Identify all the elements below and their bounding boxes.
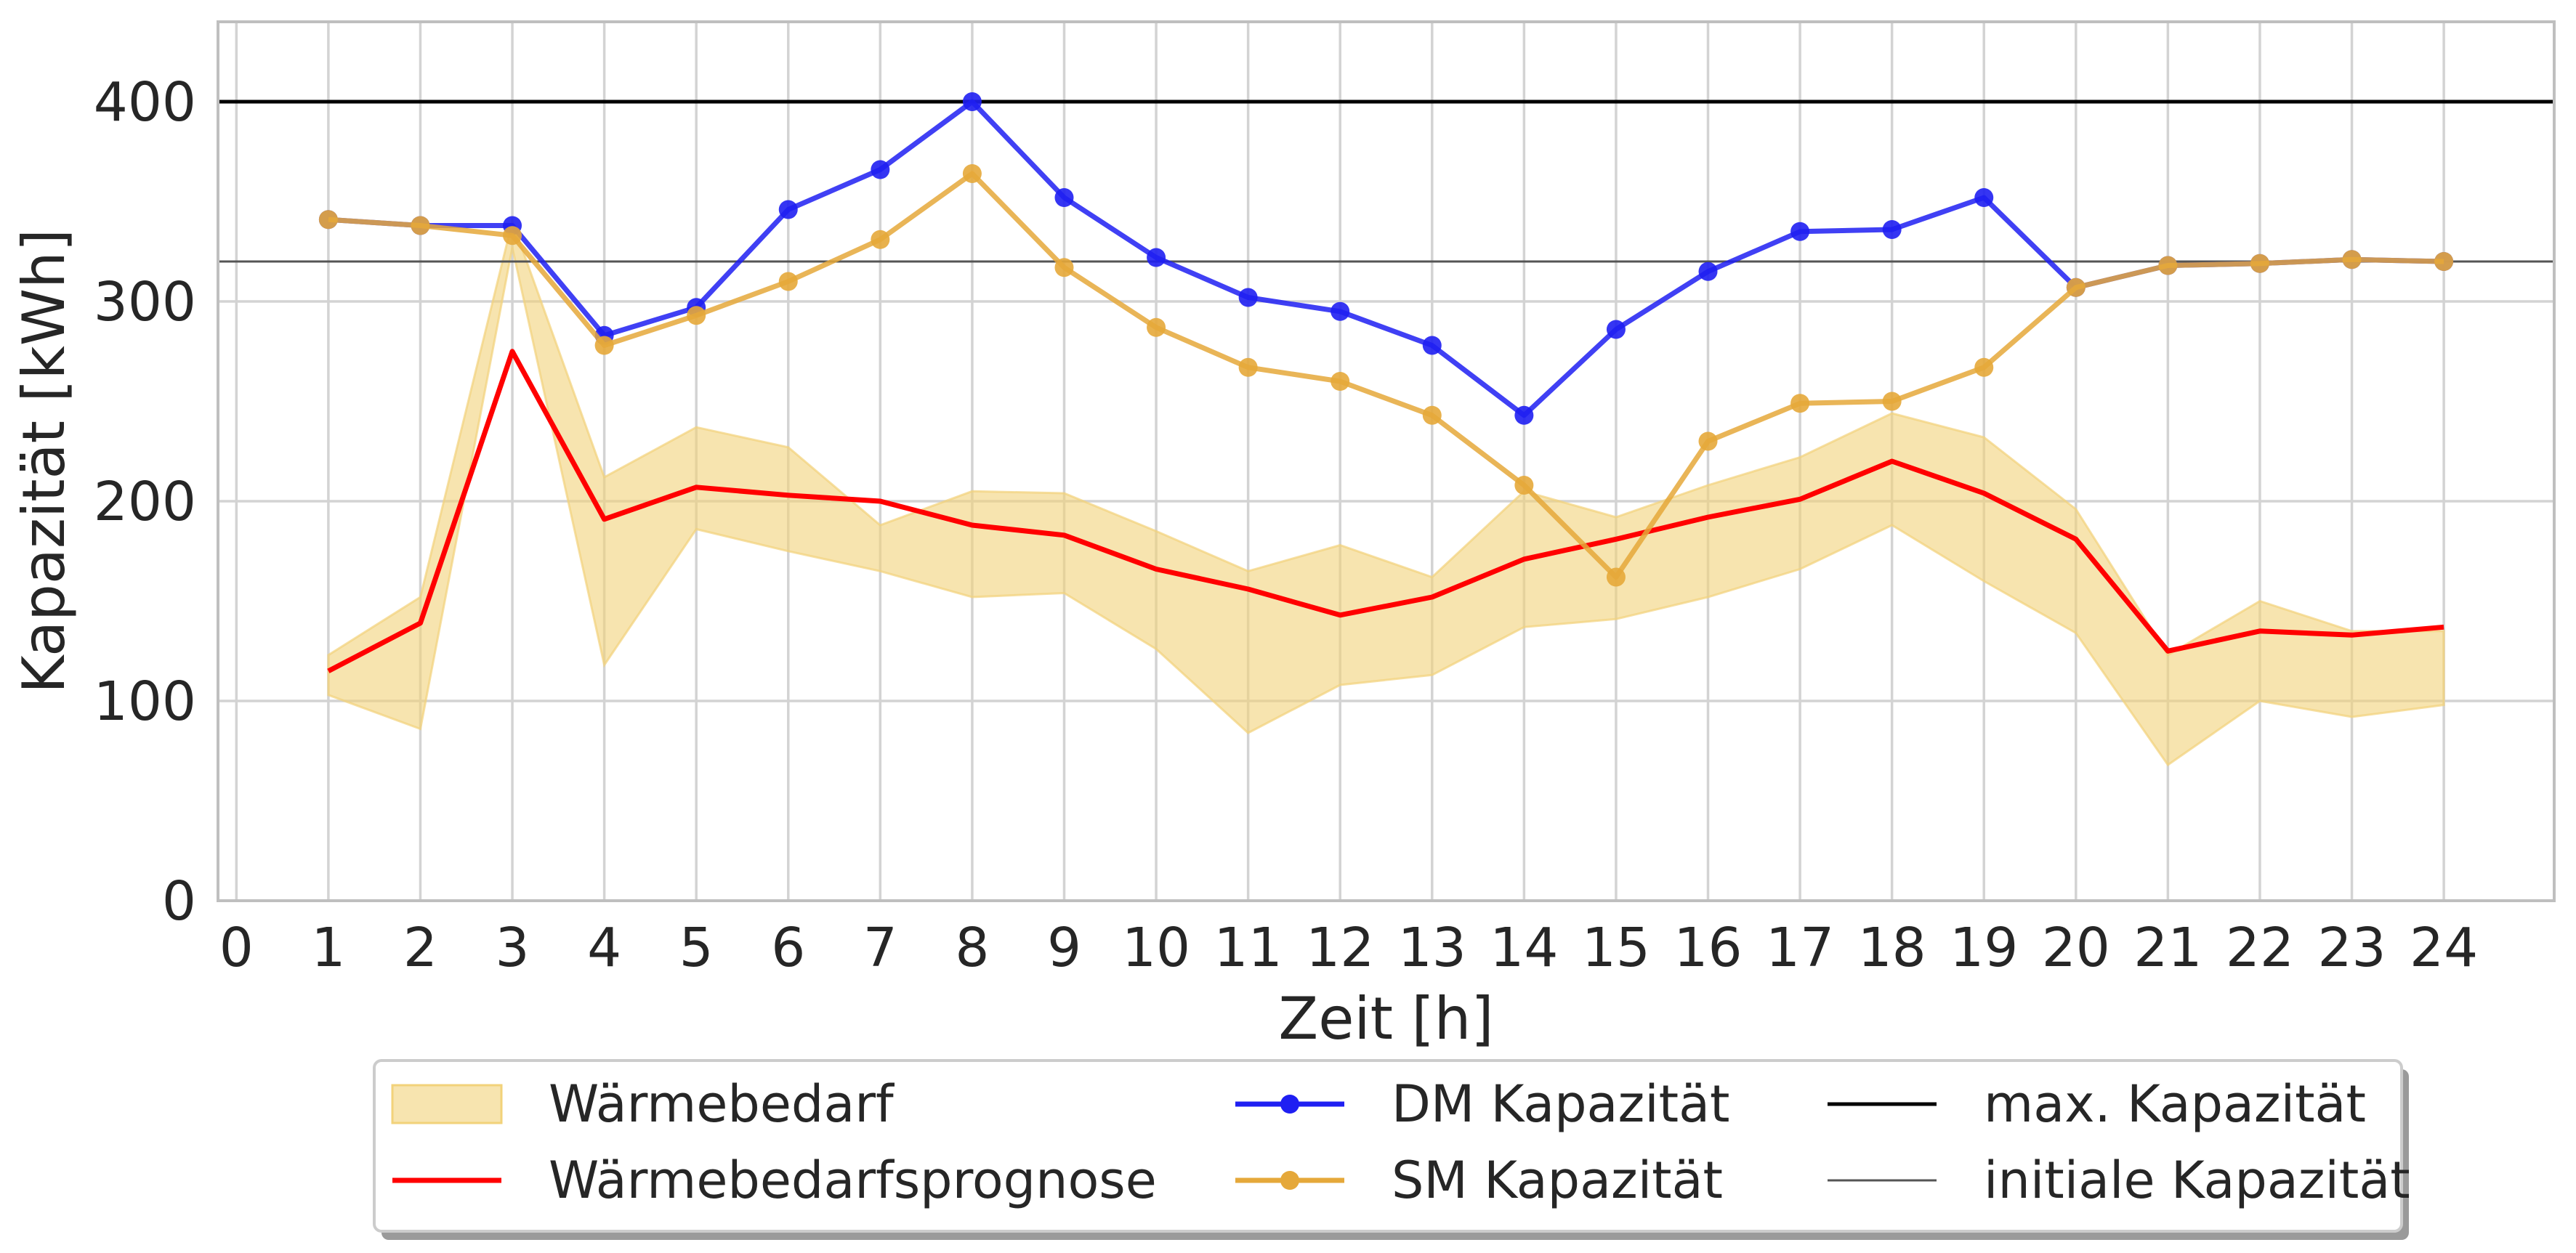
sm-capacity-point — [871, 230, 890, 249]
legend-swatch-band — [391, 1084, 503, 1124]
y-axis-title: Kapazität [kWh] — [10, 229, 78, 694]
legend-label: max. Kapazität — [1984, 1074, 2366, 1134]
sm-capacity-point — [1882, 392, 1902, 411]
x-tick-label: 14 — [1490, 917, 1558, 979]
y-tick-label: 100 — [94, 670, 196, 733]
sm-capacity-point — [1238, 357, 1258, 377]
legend-swatch-marker — [1280, 1095, 1299, 1114]
x-tick-label: 11 — [1214, 917, 1283, 979]
warmebedarf-band — [327, 217, 2445, 767]
x-tick-label: 2 — [403, 917, 437, 979]
legend-label: SM Kapazität — [1392, 1151, 1723, 1210]
x-tick-label: 22 — [2226, 917, 2294, 979]
legend-label: DM Kapazität — [1392, 1074, 1729, 1134]
sm-capacity-point — [594, 336, 614, 355]
sm-capacity-point — [318, 210, 338, 230]
x-tick-label: 18 — [1858, 917, 1926, 979]
x-tick-label: 20 — [2042, 917, 2110, 979]
dm-capacity-point — [1514, 405, 1534, 425]
dm-capacity-point — [1790, 222, 1810, 241]
dm-capacity-point — [962, 92, 982, 111]
x-tick-label: 3 — [495, 917, 529, 979]
dm-capacity-point — [1698, 261, 1718, 281]
x-tick-label: 19 — [1950, 917, 2018, 979]
sm-capacity-point — [2434, 252, 2454, 271]
sm-capacity-line — [328, 171, 2444, 580]
sm-capacity-point — [2342, 250, 2362, 269]
y-tick-labels: 0 100 200 300 400 — [94, 71, 196, 933]
dm-capacity-point — [1331, 301, 1350, 321]
dm-capacity-point — [1238, 288, 1258, 307]
sm-capacity-point — [687, 306, 706, 325]
sm-capacity-point — [1422, 405, 1442, 425]
sm-capacity-point — [962, 164, 982, 183]
sm-capacity-point — [1974, 357, 1994, 377]
y-tick-label: 400 — [94, 71, 196, 134]
y-tick-label: 200 — [94, 471, 196, 533]
dm-capacity-point — [1882, 220, 1902, 239]
x-tick-label: 23 — [2317, 917, 2386, 979]
sm-capacity-point — [1606, 567, 1626, 587]
dm-capacity-point — [1974, 188, 1994, 207]
x-tick-label: 8 — [955, 917, 989, 979]
sm-capacity-point — [778, 272, 798, 291]
legend-label: initiale Kapazität — [1984, 1151, 2410, 1210]
x-tick-label: 1 — [311, 917, 345, 979]
sm-capacity-point — [1147, 317, 1166, 337]
dm-capacity-point — [778, 200, 798, 219]
legend-swatch-marker — [1280, 1171, 1299, 1190]
sm-capacity-point — [1790, 394, 1810, 413]
x-tick-label: 24 — [2410, 917, 2478, 979]
y-tick-label: 0 — [162, 870, 196, 933]
x-tick-label: 13 — [1398, 917, 1466, 979]
x-tick-label: 21 — [2133, 917, 2202, 979]
x-tick-label: 9 — [1047, 917, 1081, 979]
dm-capacity-point — [1606, 320, 1626, 339]
x-tick-label: 7 — [863, 917, 897, 979]
x-tick-label: 12 — [1306, 917, 1374, 979]
plot-series — [218, 92, 2554, 767]
x-tick-label: 0 — [219, 917, 254, 979]
x-axis-title: Zeit [h] — [1278, 985, 1493, 1053]
x-tick-label: 6 — [771, 917, 805, 979]
dm-capacity-point — [1422, 336, 1442, 355]
sm-capacity-point — [1054, 258, 1074, 277]
sm-capacity-point — [1698, 431, 1718, 451]
legend-label: Wärmebedarfsprognose — [549, 1151, 1157, 1210]
dm-capacity-line — [328, 99, 2444, 418]
sm-capacity-point — [2066, 277, 2086, 297]
sm-capacity-point — [411, 216, 430, 235]
x-tick-label: 16 — [1673, 917, 1742, 979]
x-tick-label: 17 — [1766, 917, 1834, 979]
x-tick-label: 10 — [1122, 917, 1190, 979]
sm-capacity-point — [2158, 256, 2178, 275]
sm-capacity-point — [1331, 372, 1350, 391]
dm-capacity-point — [871, 160, 890, 179]
x-tick-label: 15 — [1582, 917, 1650, 979]
grid-lines — [218, 22, 2554, 902]
plot-frame — [217, 20, 2556, 902]
sm-capacity-point — [2250, 254, 2269, 273]
dm-capacity-point — [1054, 188, 1074, 207]
legend-label: Wärmebedarf — [549, 1074, 895, 1134]
x-tick-labels: 0 1 2 3 4 5 6 7 8 9 10 11 12 13 14 15 16 17 18 19 20 21 22 23 24 — [219, 917, 2478, 979]
x-tick-label: 5 — [679, 917, 714, 979]
dm-capacity-point — [1147, 248, 1166, 267]
x-tick-label: 4 — [587, 917, 621, 979]
y-tick-label: 300 — [94, 271, 196, 333]
legend: Wärmebedarf Wärmebedarfsprognose DM Kapazi… — [373, 1059, 2410, 1240]
sm-capacity-point — [1514, 476, 1534, 495]
sm-capacity-point — [503, 226, 522, 246]
forecast-line — [327, 349, 2444, 673]
